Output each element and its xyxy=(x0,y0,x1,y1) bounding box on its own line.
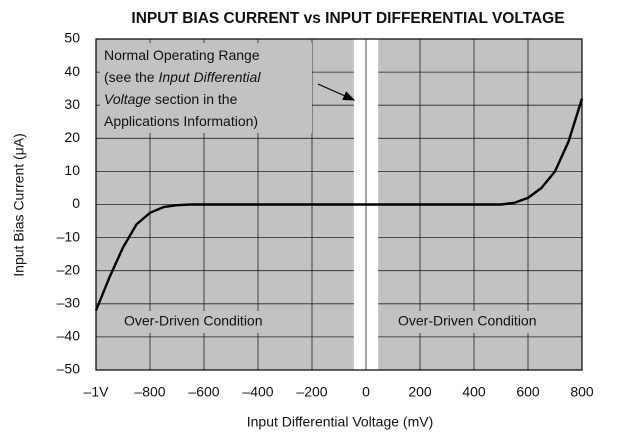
x-tick-label: –400 xyxy=(242,384,273,400)
annotation-text: (see the Input Differential xyxy=(104,69,261,85)
y-tick-label: 40 xyxy=(64,63,80,79)
y-tick-label: 50 xyxy=(64,30,80,46)
y-tick-label: 10 xyxy=(64,162,80,178)
chart-title: INPUT BIAS CURRENT vs INPUT DIFFERENTIAL… xyxy=(131,10,564,27)
region-label-bg xyxy=(120,311,308,333)
annotation-text: Applications Information) xyxy=(104,113,258,129)
y-axis-label: Input Bias Current (μA) xyxy=(11,133,27,276)
x-tick-label: –600 xyxy=(188,384,219,400)
plot-frame xyxy=(95,38,583,371)
annotation-segment: Normal Operating Range xyxy=(104,47,260,63)
y-tick-label: 0 xyxy=(72,195,80,211)
annotation-segment: Applications Information) xyxy=(104,113,258,129)
x-tick-label: 200 xyxy=(408,384,432,400)
y-tick-label: –40 xyxy=(57,328,81,344)
x-tick-label: –800 xyxy=(134,384,165,400)
region-label: Over-Driven Condition xyxy=(124,313,263,329)
x-tick-label: 0 xyxy=(362,384,370,400)
y-tick-label: –50 xyxy=(57,361,81,377)
x-tick-label: 800 xyxy=(570,384,594,400)
annotation-segment: (see the xyxy=(104,69,158,85)
region-label-bg xyxy=(394,311,580,333)
x-tick-label: 600 xyxy=(516,384,540,400)
region-label: Over-Driven Condition xyxy=(398,313,537,329)
x-tick-label: –1V xyxy=(84,384,110,400)
annotation-segment: Input Differential xyxy=(158,69,261,85)
y-tick-label: –10 xyxy=(57,228,81,244)
y-tick-label: 20 xyxy=(64,129,80,145)
annotation-text: Voltage section in the xyxy=(104,91,238,107)
x-axis-label: Input Differential Voltage (mV) xyxy=(247,414,434,430)
annotation-segment: Voltage xyxy=(104,91,151,107)
x-tick-label: –200 xyxy=(296,384,327,400)
y-tick-label: 30 xyxy=(64,96,80,112)
x-tick-label: 400 xyxy=(462,384,486,400)
annotation-arrow xyxy=(317,83,356,101)
annotation-segment: section in the xyxy=(151,91,238,107)
annotation-text: Normal Operating Range xyxy=(104,47,260,63)
y-tick-label: –20 xyxy=(57,261,81,277)
line-series xyxy=(94,98,584,311)
y-tick-label: –30 xyxy=(57,295,81,311)
annotation-box xyxy=(100,43,312,133)
